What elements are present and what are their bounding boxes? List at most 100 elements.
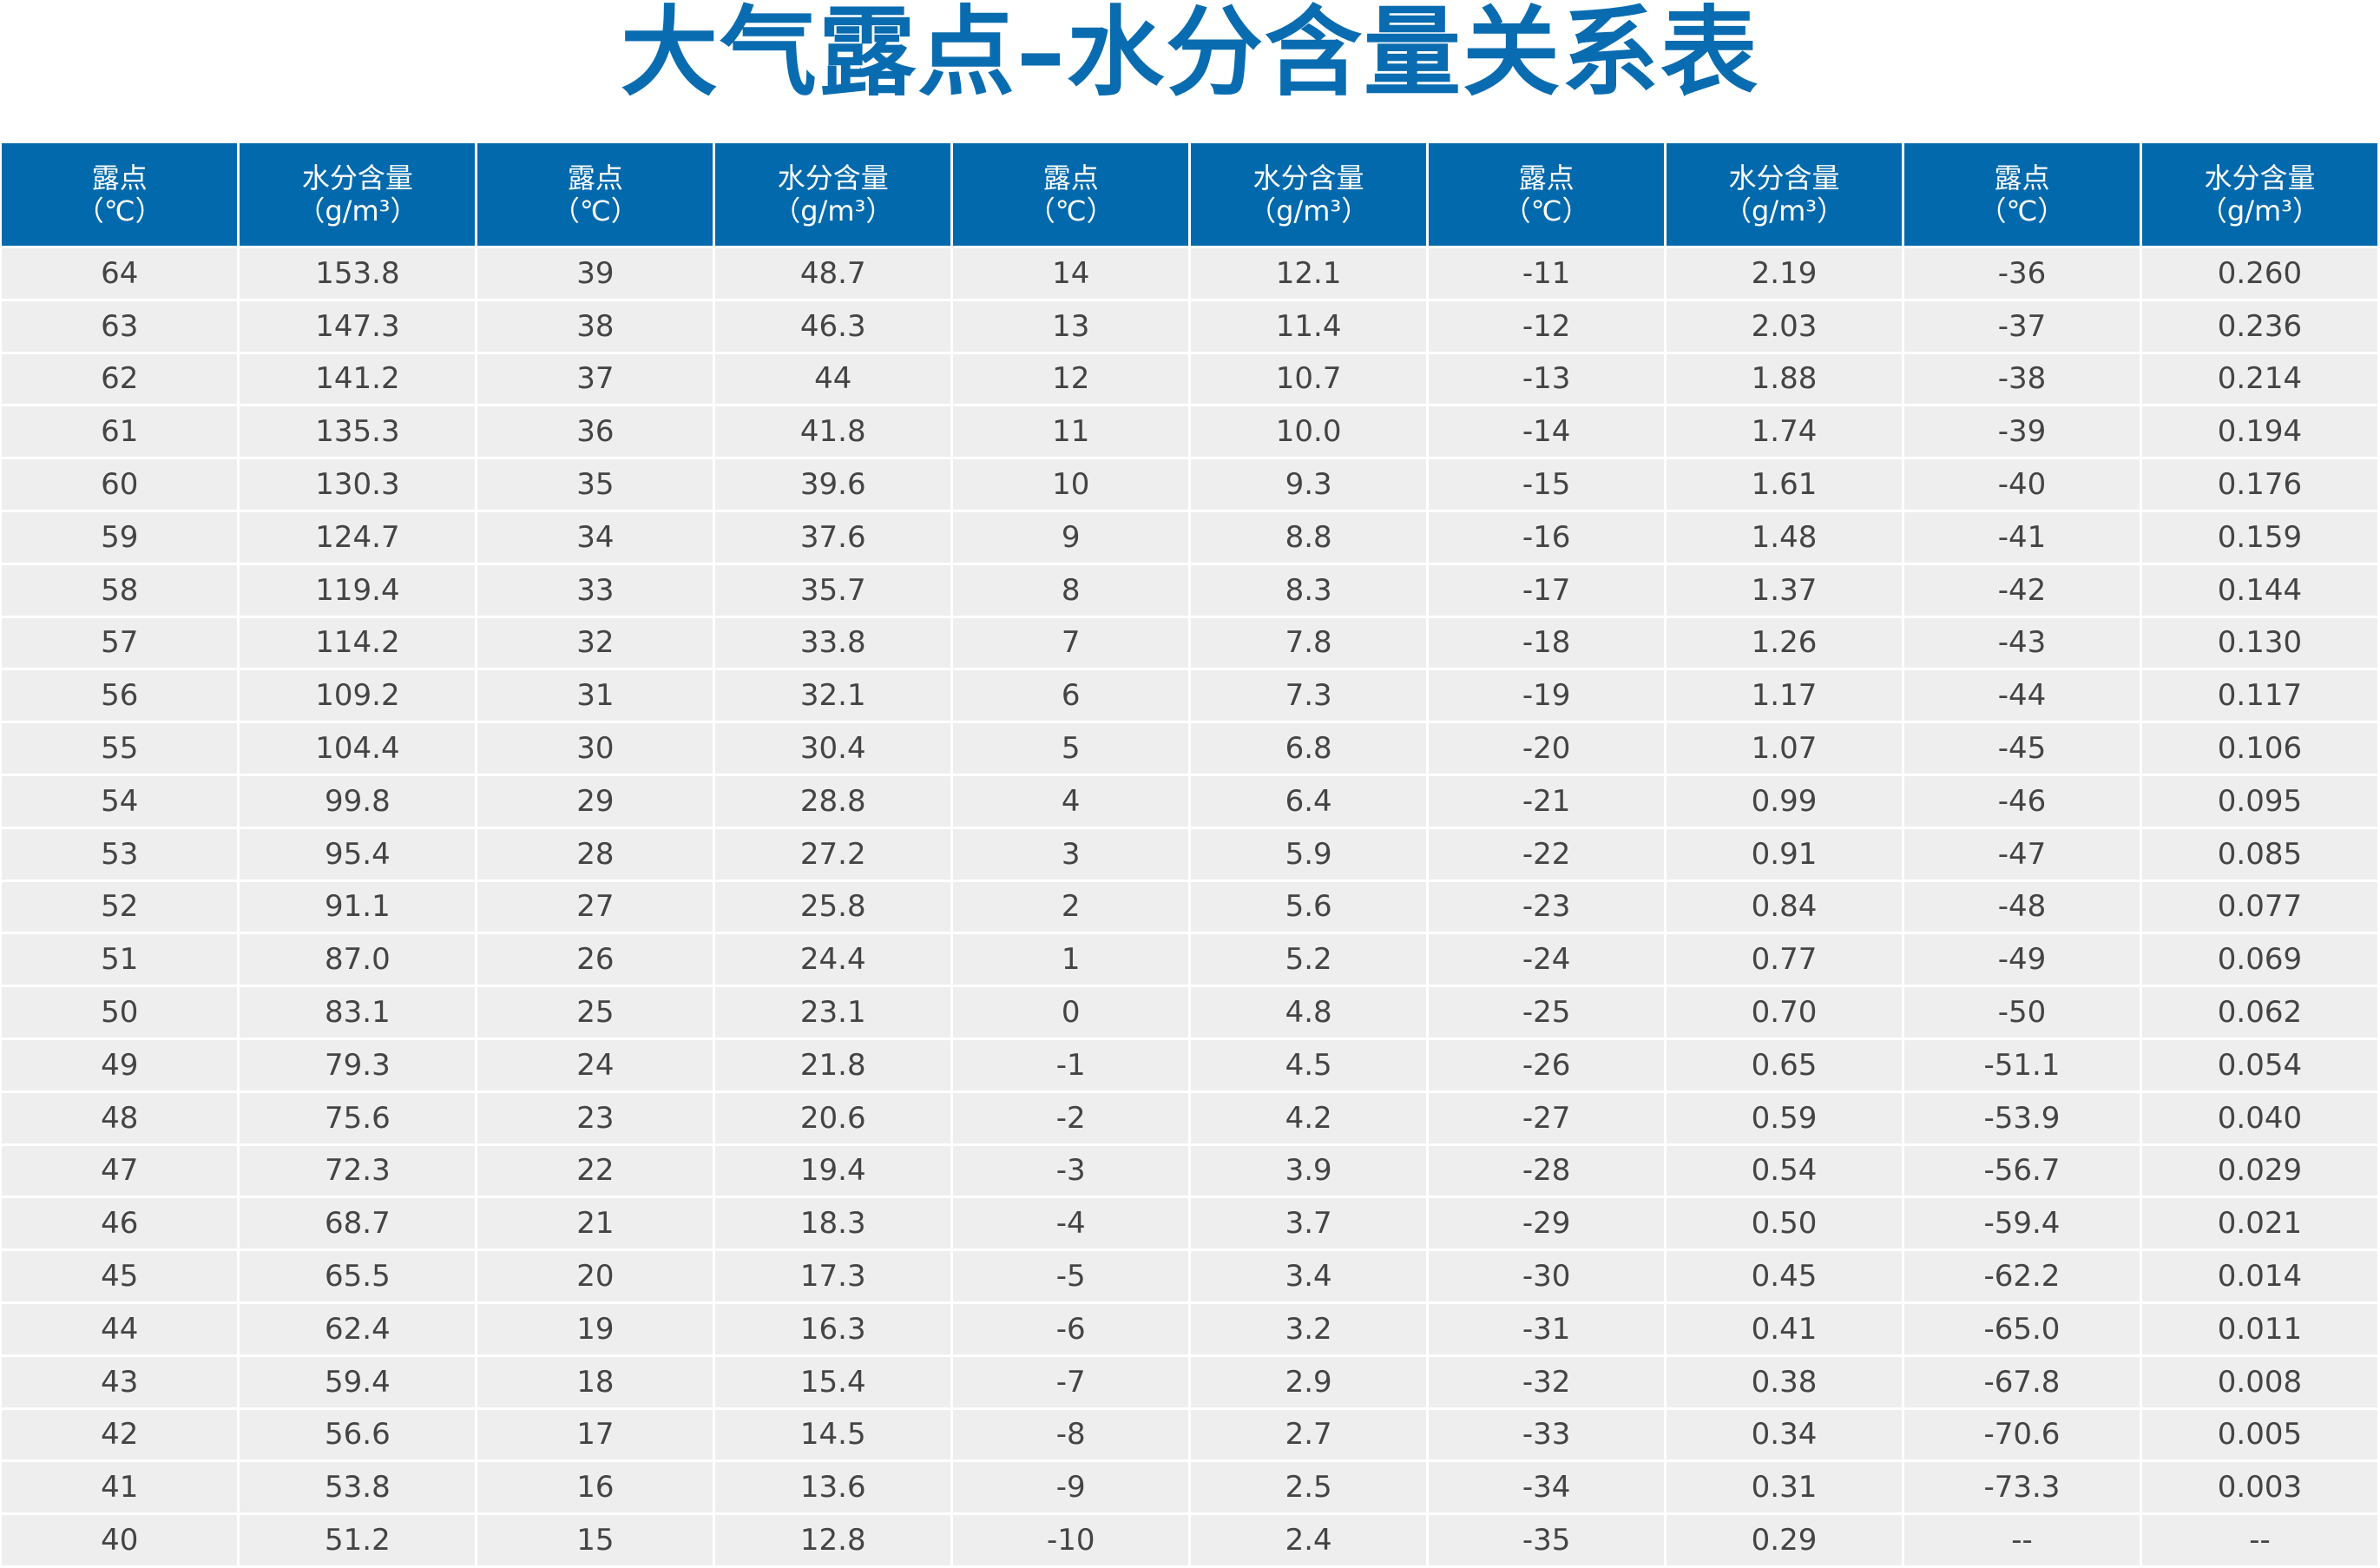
dew-point-cell: -36 bbox=[1902, 246, 2142, 301]
water-content-cell: 56.6 bbox=[237, 1407, 478, 1463]
dew-point-cell: 60 bbox=[0, 457, 240, 512]
water-content-cell: 135.3 bbox=[237, 404, 478, 460]
dew-point-cell: -73.3 bbox=[1902, 1459, 2142, 1516]
dew-point-cell: -17 bbox=[1426, 562, 1667, 618]
water-content-cell: 0.106 bbox=[2139, 721, 2380, 776]
dew-point-cell: -40 bbox=[1902, 457, 2142, 512]
water-content-cell: 30.4 bbox=[713, 721, 954, 776]
water-content-cell: 0.70 bbox=[1664, 985, 1904, 1040]
water-content-cell: 0.38 bbox=[1664, 1354, 1904, 1410]
table-row: 40 51.2 15 12.8 -10 2.4 -35 0.29 -- -- bbox=[0, 1512, 2380, 1568]
table-row: 53 95.4 28 27.2 3 5.9 -22 0.91 -47 0.085 bbox=[0, 826, 2380, 882]
water-content-cell: 20.6 bbox=[713, 1090, 954, 1146]
dew-point-cell: 22 bbox=[475, 1143, 716, 1199]
water-content-cell: 0.41 bbox=[1664, 1301, 1904, 1357]
table-row: 54 99.8 29 28.8 4 6.4 -21 0.99 -46 0.095 bbox=[0, 773, 2380, 829]
dew-point-cell: 0 bbox=[950, 985, 1192, 1040]
water-content-cell: 8.8 bbox=[1188, 509, 1430, 565]
dew-point-cell: 44 bbox=[0, 1301, 240, 1357]
dew-point-cell: 59 bbox=[0, 509, 240, 565]
water-content-cell: 87.0 bbox=[237, 932, 478, 988]
header-water-content: 水分含量 （g/m³） bbox=[237, 143, 478, 247]
header-label: 露点 bbox=[567, 161, 623, 194]
water-content-cell: 2.03 bbox=[1664, 298, 1904, 354]
water-content-cell: 130.3 bbox=[237, 457, 478, 512]
water-content-cell: 0.062 bbox=[2139, 985, 2380, 1040]
dew-point-cell: -37 bbox=[1902, 298, 2142, 354]
water-content-cell: 18.3 bbox=[713, 1196, 954, 1252]
header-water-content: 水分含量 （g/m³） bbox=[713, 143, 954, 247]
dew-point-cell: 39 bbox=[475, 246, 716, 301]
water-content-cell: 25.8 bbox=[713, 879, 954, 935]
dew-point-cell: -62.2 bbox=[1902, 1248, 2142, 1304]
water-content-cell: 24.4 bbox=[713, 932, 954, 988]
dew-point-cell: 56 bbox=[0, 668, 240, 724]
dew-point-cell: -50 bbox=[1902, 985, 2142, 1040]
water-content-cell: 33.8 bbox=[713, 615, 954, 671]
header-label: 露点 bbox=[1518, 161, 1575, 194]
water-content-cell: 21.8 bbox=[713, 1037, 954, 1093]
dew-point-cell: 32 bbox=[475, 615, 716, 671]
dew-point-cell: -51.1 bbox=[1902, 1037, 2142, 1093]
water-content-cell: 1.48 bbox=[1664, 509, 1904, 565]
water-content-cell: 0.50 bbox=[1664, 1196, 1904, 1252]
dew-point-cell: -26 bbox=[1426, 1037, 1667, 1093]
water-content-cell: 37.6 bbox=[713, 509, 954, 565]
dew-point-cell: 29 bbox=[475, 773, 716, 829]
table-row: 50 83.1 25 23.1 0 4.8 -25 0.70 -50 0.062 bbox=[0, 985, 2380, 1040]
water-content-cell: 75.6 bbox=[237, 1090, 478, 1146]
water-content-cell: 153.8 bbox=[237, 246, 478, 301]
dew-point-cell: -20 bbox=[1426, 721, 1667, 776]
dew-point-cell: -3 bbox=[950, 1143, 1192, 1199]
dew-point-cell: 10 bbox=[950, 457, 1192, 512]
dew-point-cell: 20 bbox=[475, 1248, 716, 1304]
water-content-cell: 3.7 bbox=[1188, 1196, 1430, 1252]
water-content-cell: 0.159 bbox=[2139, 509, 2380, 565]
dew-point-cell: -14 bbox=[1426, 404, 1667, 460]
table-row: 58 119.4 33 35.7 8 8.3 -17 1.37 -42 0.144 bbox=[0, 562, 2380, 618]
dew-point-cell: 23 bbox=[475, 1090, 716, 1146]
water-content-cell: 51.2 bbox=[237, 1512, 478, 1568]
dew-point-cell: 9 bbox=[950, 509, 1192, 565]
dew-point-cell: 64 bbox=[0, 246, 240, 301]
dew-point-cell: 30 bbox=[475, 721, 716, 776]
water-content-cell: 1.37 bbox=[1664, 562, 1904, 618]
water-content-cell: 0.095 bbox=[2139, 773, 2380, 829]
water-content-cell: 6.4 bbox=[1188, 773, 1430, 829]
water-content-cell: 2.9 bbox=[1188, 1354, 1430, 1410]
table-row: 60 130.3 35 39.6 10 9.3 -15 1.61 -40 0.176 bbox=[0, 457, 2380, 512]
water-content-cell: 0.214 bbox=[2139, 351, 2380, 407]
dew-point-cell: -34 bbox=[1426, 1459, 1667, 1516]
dew-point-cell: 25 bbox=[475, 985, 716, 1040]
water-content-cell: 39.6 bbox=[713, 457, 954, 512]
water-content-cell: 2.4 bbox=[1188, 1512, 1430, 1568]
water-content-cell: 53.8 bbox=[237, 1459, 478, 1516]
dew-point-cell: 41 bbox=[0, 1459, 240, 1516]
dew-point-cell: -48 bbox=[1902, 879, 2142, 935]
dew-point-cell: -6 bbox=[950, 1301, 1192, 1357]
dew-point-cell: -49 bbox=[1902, 932, 2142, 988]
water-content-cell: 9.3 bbox=[1188, 457, 1430, 512]
dew-point-cell: 6 bbox=[950, 668, 1192, 724]
water-content-cell: 0.029 bbox=[2139, 1143, 2380, 1199]
water-content-cell: 16.3 bbox=[713, 1301, 954, 1357]
water-content-cell: 0.77 bbox=[1664, 932, 1904, 988]
water-content-cell: 3.4 bbox=[1188, 1248, 1430, 1304]
water-content-cell: 0.194 bbox=[2139, 404, 2380, 460]
dew-point-cell: -23 bbox=[1426, 879, 1667, 935]
header-dew-point: 露点 （℃） bbox=[0, 143, 240, 247]
header-label: 水分含量 bbox=[1252, 161, 1364, 194]
header-unit: （g/m³） bbox=[2199, 194, 2321, 227]
table-row: 64 153.8 39 48.7 14 12.1 -11 2.19 -36 0.260 bbox=[0, 246, 2380, 301]
table-row: 43 59.4 18 15.4 -7 2.9 -32 0.38 -67.8 0.008 bbox=[0, 1354, 2380, 1410]
water-content-cell: -- bbox=[2139, 1512, 2380, 1568]
water-content-cell: 5.2 bbox=[1188, 932, 1430, 988]
water-content-cell: 0.59 bbox=[1664, 1090, 1904, 1146]
dew-point-cell: -4 bbox=[950, 1196, 1192, 1252]
dew-point-cell: -43 bbox=[1902, 615, 2142, 671]
water-content-cell: 5.6 bbox=[1188, 879, 1430, 935]
dew-point-cell: 5 bbox=[950, 721, 1192, 776]
table-row: 47 72.3 22 19.4 -3 3.9 -28 0.54 -56.7 0.029 bbox=[0, 1143, 2380, 1199]
dew-point-cell: -28 bbox=[1426, 1143, 1667, 1199]
dew-point-cell: 19 bbox=[475, 1301, 716, 1357]
